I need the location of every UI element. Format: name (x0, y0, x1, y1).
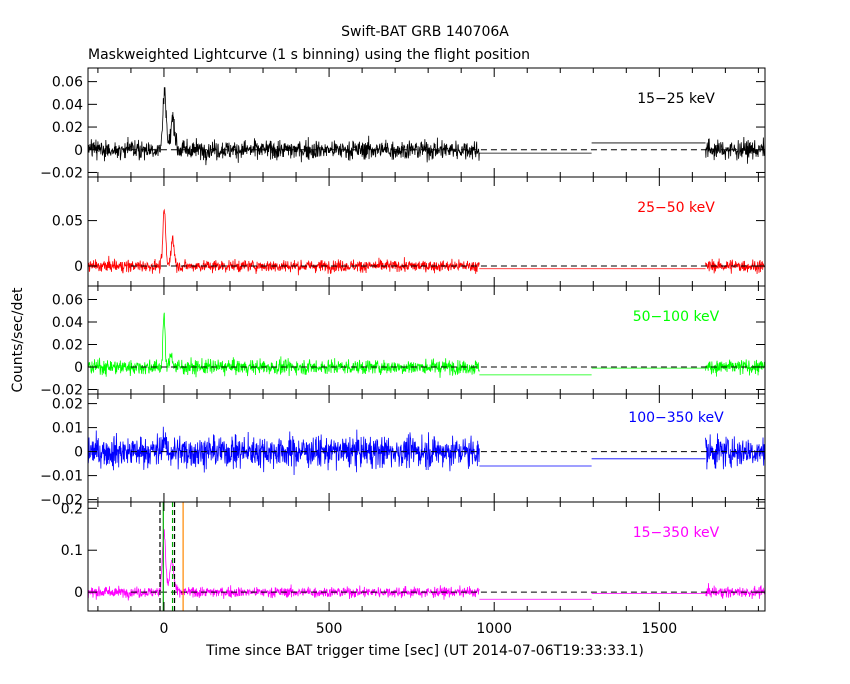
chart-title: Swift-BAT GRB 140706A (341, 24, 509, 40)
band-label: 50−100 keV (633, 309, 720, 325)
panels: 0.06 0.04 0.02 0 −0.02 15−25 keV 0.05 0 25−50 ke… (40, 67, 766, 637)
y-tick-label: 0 (74, 360, 83, 376)
y-tick-label: 0.02 (52, 338, 83, 354)
panel-15-25-kev: 0.06 0.04 0.02 0 −0.02 15−25 keV (40, 67, 766, 181)
x-axis-label: Time since BAT trigger time [sec] (UT 20… (205, 643, 644, 659)
x-tick-label: 500 (316, 621, 343, 637)
y-tick-label: 0.04 (52, 97, 83, 113)
y-tick-label: 0.02 (52, 397, 83, 413)
x-tick-label: 1000 (476, 621, 512, 637)
y-tick-label: 0.2 (61, 501, 83, 517)
panel-50-100-kev: 0.06 0.04 0.02 0 −0.02 50−100 keV (40, 285, 766, 399)
chart-subtitle: Maskweighted Lightcurve (1 s binning) us… (88, 47, 530, 63)
panel-frame (87, 67, 766, 178)
y-tick-label: 0.02 (52, 120, 83, 136)
series-line (87, 87, 766, 166)
series-line (87, 312, 766, 378)
panel-frame (87, 501, 766, 612)
panel-25-50-kev: 0.05 0 25−50 keV (52, 176, 766, 287)
series-line (87, 426, 766, 475)
y-tick-label: −0.02 (40, 165, 83, 181)
y-tick-label: 0 (74, 143, 83, 159)
y-tick-label: 0.1 (61, 543, 83, 559)
x-tick-label: 1500 (642, 621, 678, 637)
y-tick-label: 0.01 (52, 421, 83, 437)
band-label: 15−25 keV (637, 91, 715, 107)
panel-frame (87, 285, 766, 395)
y-tick-label: 0.06 (52, 75, 83, 91)
band-label: 100−350 keV (628, 410, 724, 426)
y-tick-label: 0 (74, 259, 83, 275)
y-tick-label: −0.02 (40, 493, 83, 509)
y-tick-label: 0.06 (52, 293, 83, 309)
y-axis-label: Counts/sec/det (10, 287, 26, 392)
y-tick-label: −0.02 (40, 383, 83, 399)
panel-100-350-kev: 0.02 0.01 0 −0.01 −0.02 100−350 keV (40, 393, 766, 509)
series-line (87, 208, 766, 276)
y-tick-label: 0 (74, 585, 83, 601)
y-tick-label: −0.01 (40, 469, 83, 485)
band-label: 15−350 keV (633, 525, 720, 541)
y-tick-label: 0.05 (52, 214, 83, 230)
x-tick-label: 0 (159, 621, 168, 637)
y-tick-label: 0.04 (52, 315, 83, 331)
panel-15-350-kev: 0.2 0.1 0 15−350 keV (61, 501, 766, 612)
y-tick-label: 0 (74, 445, 83, 461)
band-label: 25−50 keV (637, 200, 715, 216)
series-line (87, 529, 766, 601)
